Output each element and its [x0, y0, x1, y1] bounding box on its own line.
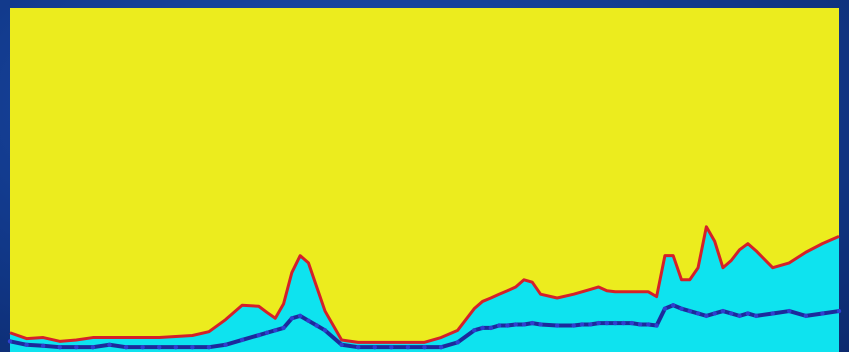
lower-series-point [604, 320, 610, 326]
lower-series-point [190, 344, 195, 350]
lower-series-point [770, 311, 775, 316]
lower-series-point [239, 337, 245, 343]
lower-series-point [7, 339, 13, 344]
lower-series-point [455, 340, 460, 345]
lower-series-point [422, 344, 427, 350]
lower-series-point [637, 322, 643, 327]
lower-series-point [712, 311, 717, 316]
lower-series-point [281, 325, 286, 331]
lower-series-point [40, 343, 46, 349]
lower-series-point [173, 344, 178, 350]
lower-series-point [737, 313, 742, 319]
lower-series-point [820, 311, 825, 316]
lower-series-point [223, 342, 228, 347]
lower-series-point [654, 323, 659, 328]
lower-series-point [438, 344, 444, 350]
lower-series-point [787, 308, 792, 314]
lower-series-point [695, 311, 701, 316]
lower-series-point [538, 322, 543, 327]
lower-series-point [662, 306, 668, 311]
lower-series-point [264, 330, 270, 335]
lower-series-point [256, 332, 261, 338]
lower-series-point [704, 313, 709, 319]
lower-series-point [505, 323, 510, 328]
lower-series-point [679, 306, 684, 311]
lower-series-point [297, 313, 303, 319]
lower-series-point [140, 344, 145, 350]
lower-series-point [339, 342, 344, 347]
lower-series-point [687, 308, 692, 314]
lower-series-point [157, 344, 162, 350]
lower-series-point [472, 328, 477, 333]
lower-series-point [289, 316, 295, 321]
lower-series-point [372, 344, 377, 350]
upper-series-line [9, 225, 840, 344]
lower-series-point [621, 320, 626, 326]
lower-series-point [803, 313, 809, 319]
lower-series-line [9, 303, 840, 350]
lower-series-point [554, 323, 560, 328]
lower-series-point [57, 344, 62, 350]
lower-series-point [306, 318, 311, 323]
lower-series-point [612, 320, 618, 326]
lower-series-point [322, 328, 328, 333]
lower-series-point [355, 344, 361, 350]
lower-series-point [74, 344, 79, 350]
lower-series-point [24, 342, 29, 347]
lower-series-point [720, 308, 726, 314]
lower-series-point [530, 320, 535, 326]
lower-series-point [273, 328, 278, 333]
lower-series-point [90, 344, 96, 350]
lower-series-point [629, 320, 634, 326]
lower-series-point [596, 320, 601, 326]
lower-series-point [588, 322, 593, 327]
lower-series-point [488, 325, 494, 331]
lower-series-point [314, 323, 319, 328]
lower-series-point [107, 342, 112, 347]
lower-series-point [729, 311, 734, 316]
lower-series-point [389, 344, 394, 350]
lower-series-point [405, 344, 411, 350]
area-fill [10, 226, 839, 352]
lower-series-point [123, 344, 129, 350]
lower-series-point [836, 308, 842, 314]
lower-series-point [671, 303, 676, 308]
lower-series-point [496, 323, 502, 328]
lower-series-point [480, 325, 485, 331]
lower-series-point [206, 344, 212, 350]
chart-marks [7, 225, 842, 352]
lower-series-point [745, 311, 751, 316]
lower-series-point [579, 322, 585, 327]
lower-series-point [521, 322, 527, 327]
lower-series-point [646, 322, 651, 327]
lower-series-point [753, 313, 759, 319]
lower-series-point [513, 322, 518, 327]
lower-series-point [571, 323, 576, 328]
